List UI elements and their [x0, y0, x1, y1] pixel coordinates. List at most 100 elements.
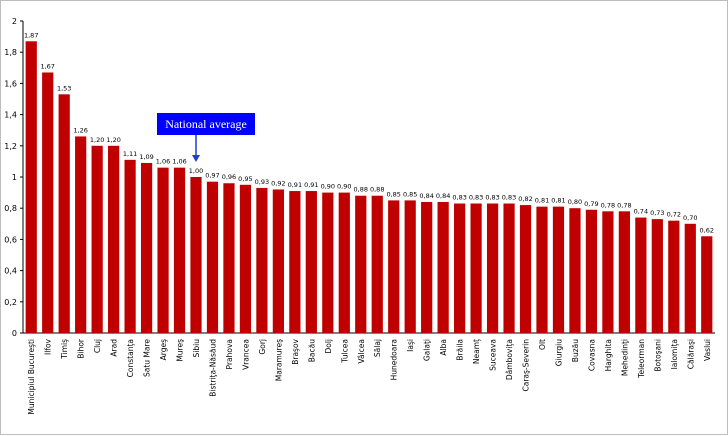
data-label: 1,87: [24, 31, 38, 39]
data-label: 1,00: [189, 167, 203, 175]
data-label: 0,83: [502, 194, 516, 202]
data-label: 0,90: [321, 183, 335, 191]
y-tick-label: 0,4: [4, 267, 17, 276]
category-label: Teleorman: [637, 339, 646, 379]
data-label: 1,06: [172, 158, 186, 166]
category-label: Bistriţa-Năsăud: [208, 339, 217, 397]
data-label: 0,78: [617, 201, 631, 209]
data-label: 0,78: [601, 201, 615, 209]
bar: [635, 217, 647, 333]
data-label: 0,82: [518, 195, 532, 203]
category-label: Călăraşi: [686, 339, 695, 369]
data-label: 0,95: [238, 175, 252, 183]
bar: [519, 205, 532, 333]
category-label: Olt: [538, 339, 547, 350]
data-label: 1,09: [139, 153, 153, 161]
data-label: 0,84: [436, 192, 450, 200]
data-label: 0,97: [205, 172, 219, 180]
bar: [206, 181, 219, 333]
bar: [58, 94, 70, 333]
bar: [651, 219, 663, 333]
data-label: 0,88: [354, 186, 368, 194]
data-label: 0,91: [288, 181, 302, 189]
y-tick-label: 2: [12, 17, 17, 26]
category-label: Buzău: [571, 339, 580, 362]
data-label: 0,90: [337, 183, 351, 191]
bar: [289, 191, 301, 333]
category-label: Satu Mare: [143, 339, 152, 377]
category-label: Iaşi: [406, 339, 415, 352]
category-label: Braşov: [291, 338, 300, 364]
y-tick-label: 0,2: [4, 298, 17, 307]
bar-series: 1,87 Municipiul Bucureşti 1,67 Ilfov 1,53 Tim…: [24, 31, 714, 414]
category-label: Caraş-Severin: [522, 339, 531, 392]
category-label: Prahova: [225, 339, 234, 369]
bar: [42, 72, 54, 333]
data-label: 0,80: [568, 198, 582, 206]
bar: [421, 201, 433, 333]
bar: [75, 136, 87, 333]
y-tick-label: 1,2: [4, 142, 17, 151]
category-label: Harghita: [604, 339, 613, 371]
category-label: Galaţi: [423, 339, 432, 361]
category-label: Brăila: [456, 339, 465, 361]
data-label: 0,81: [551, 197, 565, 205]
category-label: Gorj: [258, 339, 267, 355]
category-label: Constanţa: [126, 339, 135, 377]
bar: [470, 203, 482, 333]
bar: [404, 200, 416, 333]
bar: [355, 195, 367, 333]
bar: [437, 201, 449, 333]
bar: [338, 192, 350, 333]
bar: [305, 191, 317, 333]
category-label: Hunedoara: [390, 339, 399, 380]
data-label: 0,83: [469, 194, 483, 202]
y-tick-label: 1,6: [4, 79, 17, 88]
category-label: Botoşani: [653, 339, 662, 372]
bar: [371, 195, 383, 333]
chart-axes: 00,20,40,60,811,21,41,61,82: [4, 17, 715, 338]
category-label: Vaslui: [703, 339, 712, 361]
bar: [239, 184, 252, 333]
category-label: Dolj: [324, 339, 333, 354]
data-label: 1,06: [156, 158, 170, 166]
data-label: 0,88: [370, 186, 384, 194]
data-label: 1,20: [90, 136, 104, 144]
category-label: Bacău: [307, 339, 316, 362]
category-label: Covasna: [587, 339, 596, 371]
data-label: 1,20: [106, 136, 120, 144]
data-label: 1,67: [40, 62, 54, 70]
bar: [602, 211, 614, 333]
data-label: 0,84: [419, 192, 433, 200]
category-label: Cluj: [93, 339, 102, 353]
annotation-layer: National average: [157, 113, 255, 162]
category-label: Ialomiţa: [670, 339, 679, 369]
bar: [272, 189, 284, 333]
bar: [140, 162, 153, 333]
category-label: Argeş: [159, 339, 168, 360]
data-label: 1,26: [73, 126, 87, 134]
category-label: Tulcea: [340, 339, 349, 364]
y-tick-label: 1,8: [4, 48, 17, 57]
y-tick-label: 1: [12, 173, 17, 182]
bar: [503, 203, 515, 333]
data-label: 0,96: [222, 173, 236, 181]
data-label: 0,62: [700, 226, 714, 234]
category-label: Alba: [439, 339, 448, 356]
data-label: 0,92: [271, 179, 285, 187]
y-tick-label: 0,6: [4, 235, 17, 244]
bar: [454, 203, 466, 333]
category-label: Sibiu: [192, 339, 201, 358]
data-label: 1,53: [57, 84, 71, 92]
category-label: Mureş: [176, 339, 185, 362]
bar: [157, 167, 169, 333]
data-label: 0,83: [452, 194, 466, 202]
category-label: Ilfov: [44, 338, 53, 355]
bar: [173, 167, 186, 333]
bar: [668, 220, 680, 333]
data-label: 0,93: [255, 178, 269, 186]
bar: [684, 223, 696, 333]
data-label: 1,11: [123, 150, 137, 158]
